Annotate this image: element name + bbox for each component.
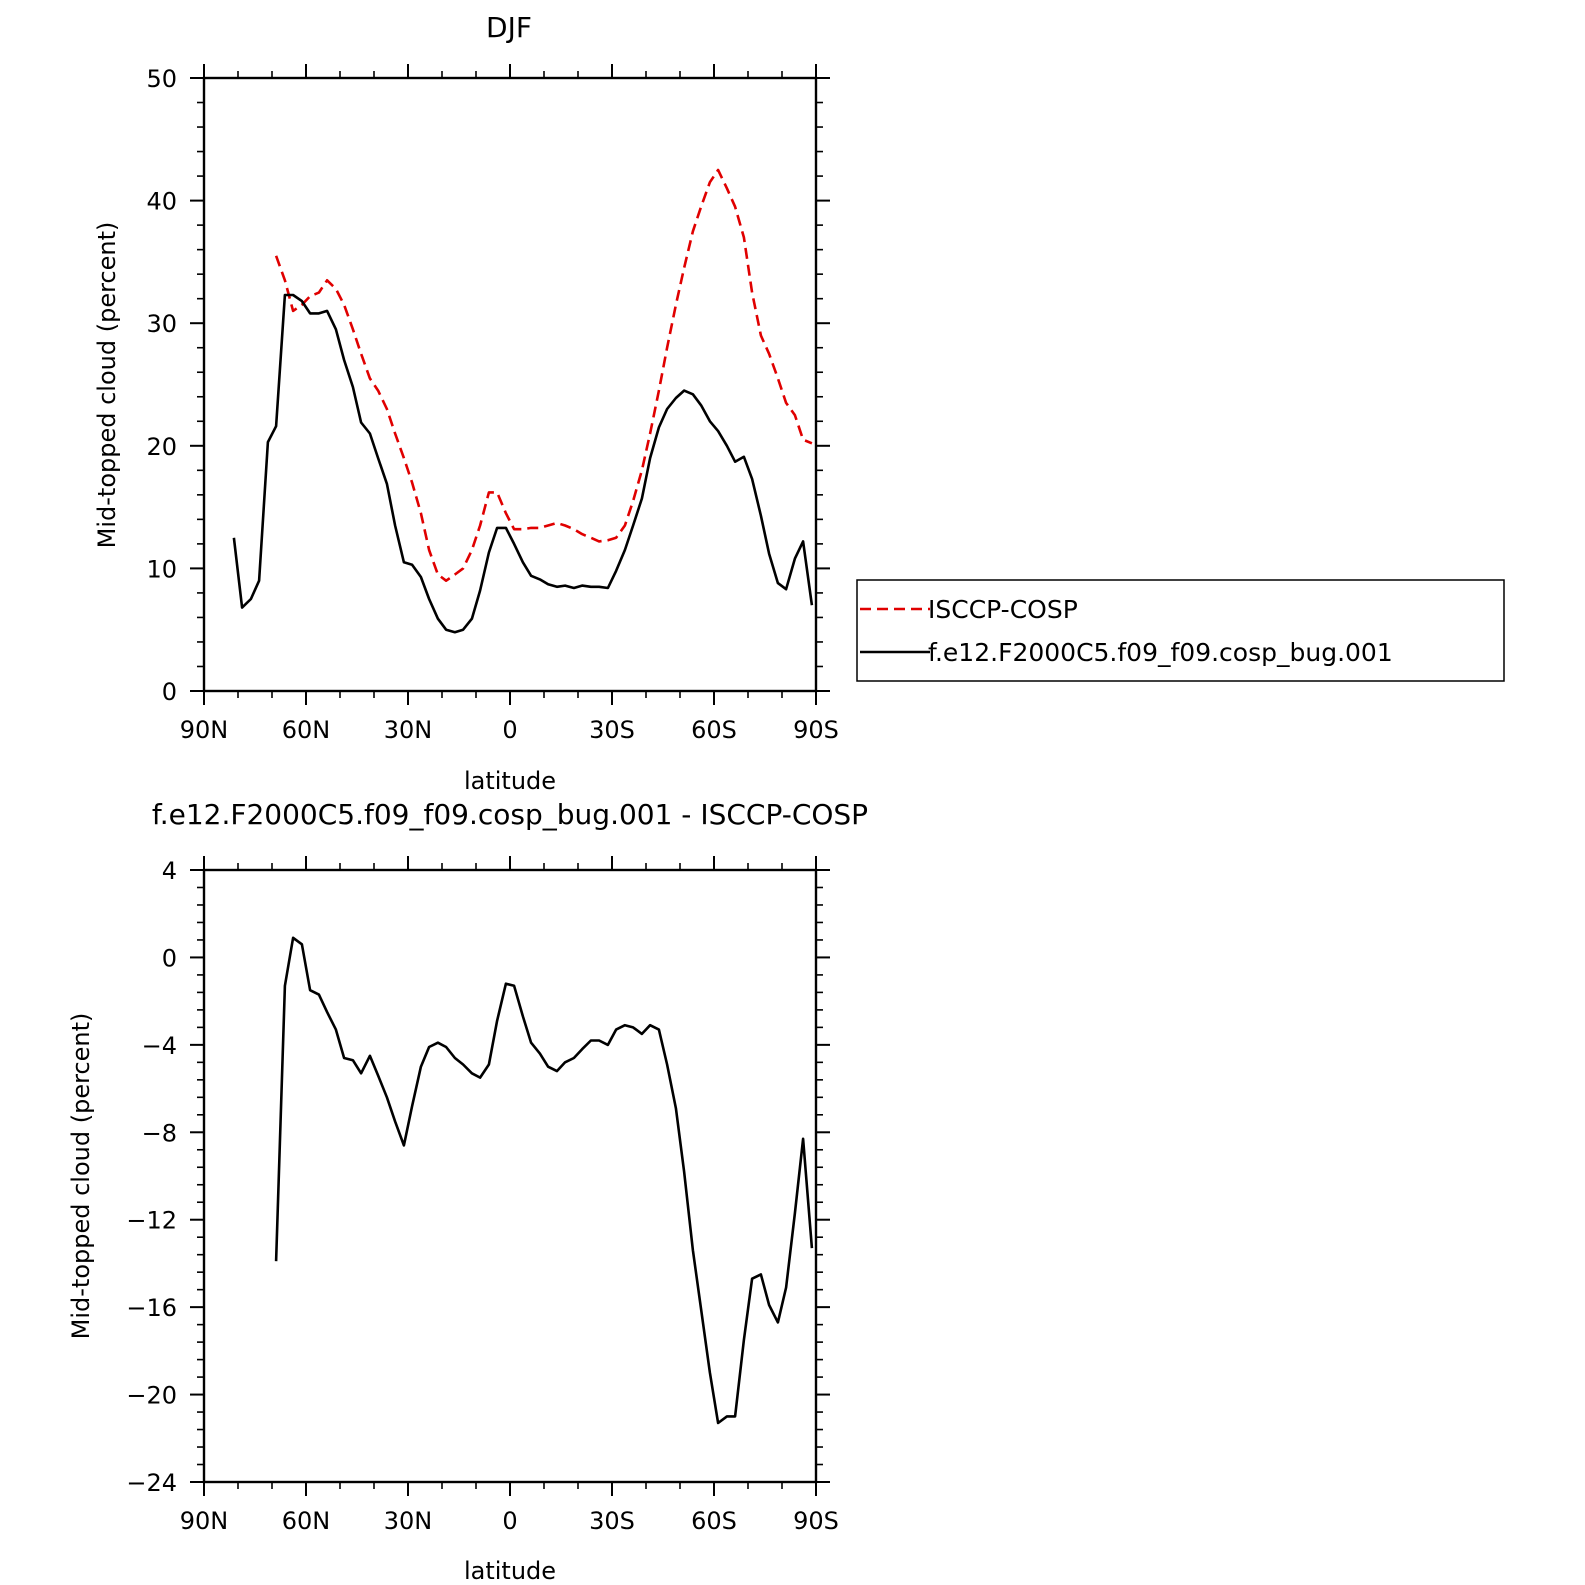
y-tick-label: 0 (162, 944, 177, 972)
series-line-1 (232, 293, 814, 634)
y-tick-label: −16 (126, 1294, 177, 1322)
y-tick-label: 50 (146, 65, 177, 93)
y-tick-label: 20 (146, 433, 177, 461)
bottom-ticks: 90N 60N 30N 0 30S 60S 90S −24 −20 −16 −12 −8 −4 0 4 (126, 856, 839, 1535)
x-tick-label: 90N (180, 1507, 229, 1535)
x-tick-label: 60S (691, 716, 737, 744)
legend-label-model: f.e12.F2000C5.f09_f09.cosp_bug.001 (928, 638, 1393, 667)
x-tick-label: 0 (502, 716, 517, 744)
y-tick-label: 0 (162, 678, 177, 706)
top-ticks: 90N 60N 30N 0 30S 60S 90S 0 10 20 30 40 50 (146, 64, 839, 744)
y-tick-label: −12 (126, 1207, 177, 1235)
chart-title: DJF (486, 11, 532, 44)
x-tick-label: 0 (502, 1507, 517, 1535)
series-line-0 (274, 936, 814, 1425)
x-tick-label: 30N (384, 1507, 433, 1535)
y-tick-label: −8 (142, 1119, 177, 1147)
top-series (232, 168, 814, 634)
plot-frame (202, 76, 818, 693)
x-tick-label: 60N (282, 1507, 331, 1535)
chart-title: f.e12.F2000C5.f09_f09.cosp_bug.001 - ISC… (152, 798, 868, 831)
x-tick-label: 30N (384, 716, 433, 744)
y-axis-label: Mid-topped cloud (percent) (67, 1013, 95, 1340)
x-tick-label: 60N (282, 716, 331, 744)
y-tick-label: −20 (126, 1382, 177, 1410)
x-tick-label: 90S (793, 716, 839, 744)
legend-label-isccp: ISCCP-COSP (928, 595, 1078, 624)
x-tick-label: 60S (691, 1507, 737, 1535)
y-tick-label: 10 (146, 555, 177, 583)
y-tick-label: 40 (146, 188, 177, 216)
x-tick-label: 90N (180, 716, 229, 744)
bottom-series (274, 936, 814, 1425)
panel-top: DJF 90N 60N 30N 0 30S 60S 90S 0 10 20 30 40 50 latit… (93, 11, 1505, 795)
y-tick-label: −4 (142, 1032, 177, 1060)
x-axis-label: latitude (464, 767, 556, 795)
y-tick-label: 30 (146, 310, 177, 338)
y-axis-label: Mid-topped cloud (percent) (93, 222, 121, 549)
legend: ISCCP-COSP f.e12.F2000C5.f09_f09.cosp_bu… (856, 579, 1505, 682)
x-tick-label: 30S (589, 716, 635, 744)
x-tick-label: 90S (793, 1507, 839, 1535)
series-line-0 (274, 168, 813, 583)
panel-bottom: f.e12.F2000C5.f09_f09.cosp_bug.001 - ISC… (67, 798, 868, 1585)
y-tick-label: −24 (126, 1469, 177, 1497)
x-axis-label: latitude (464, 1557, 556, 1585)
legend-box (856, 579, 1505, 682)
x-tick-label: 30S (589, 1507, 635, 1535)
plot-frame (202, 868, 818, 1484)
y-tick-label: 4 (162, 857, 177, 885)
